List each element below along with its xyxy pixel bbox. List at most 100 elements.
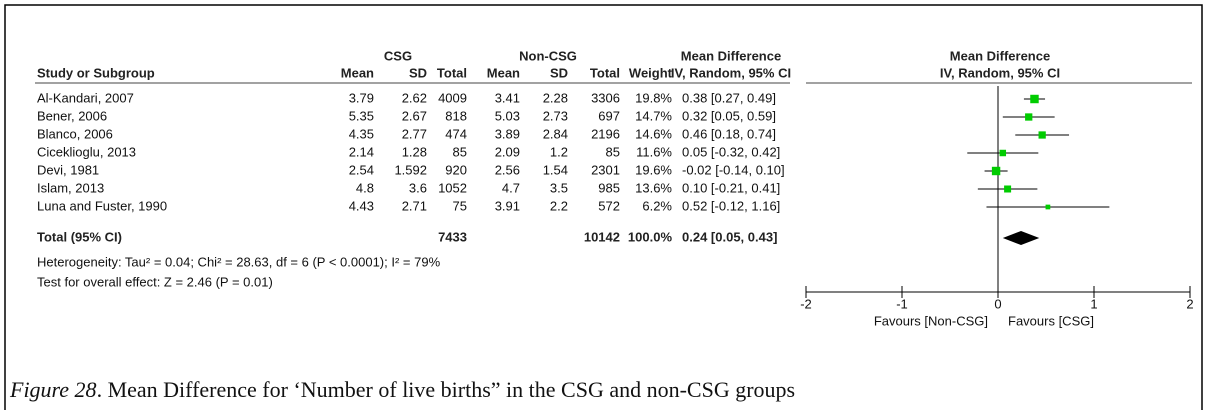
cell: 14.7% (635, 108, 672, 123)
cell: Islam, 2013 (37, 180, 104, 195)
cell: Luna and Fuster, 1990 (37, 198, 167, 213)
cell: 19.6% (635, 162, 672, 177)
ci-label: -0.02 [-0.14, 0.10] (682, 162, 785, 177)
effect-square (1045, 204, 1051, 210)
cell: 13.6% (635, 180, 672, 195)
method-header: IV, Random, 95% CI (940, 65, 1060, 80)
cell: Blanco, 2006 (37, 126, 113, 141)
cell: 3306 (591, 90, 620, 105)
ci-label: 0.52 [-0.12, 1.16] (682, 198, 780, 213)
cell: 1.2 (550, 144, 568, 159)
cell: 572 (598, 198, 620, 213)
column-header: Total (590, 65, 620, 80)
x-tick-label: -2 (800, 296, 812, 311)
cell: 3.5 (550, 180, 568, 195)
heterogeneity: Heterogeneity: Tau² = 0.04; Chi² = 28.63… (37, 254, 441, 269)
cell: 697 (598, 108, 620, 123)
effect-header: Mean Difference (681, 48, 781, 63)
effect-square (991, 166, 1001, 176)
ci-label: 0.38 [0.27, 0.49] (682, 90, 776, 105)
cell: 1.28 (402, 144, 427, 159)
cell: 920 (445, 162, 467, 177)
effect-square (999, 149, 1007, 157)
ci-label: 0.32 [0.05, 0.59] (682, 108, 776, 123)
effect-square (1030, 94, 1039, 104)
cell: 4.8 (356, 180, 374, 195)
cell: 3.89 (495, 126, 520, 141)
total-label: Total (95% CI) (37, 229, 122, 244)
effect-square (1004, 185, 1012, 193)
x-tick-label: 0 (994, 296, 1001, 311)
cell: 19.8% (635, 90, 672, 105)
figure-border (4, 4, 1203, 410)
cell: 6.2% (642, 198, 672, 213)
cell: 85 (453, 144, 467, 159)
ci-label: 0.46 [0.18, 0.74] (682, 126, 776, 141)
favours-left: Favours [Non-CSG] (874, 313, 988, 328)
cell: 4009 (438, 90, 467, 105)
cell: 4.35 (349, 126, 374, 141)
cell: 3.79 (349, 90, 374, 105)
summary-diamond (1002, 231, 1040, 245)
ci-label: 0.05 [-0.32, 0.42] (682, 144, 780, 159)
effect-square (1025, 113, 1033, 121)
cell: 1052 (438, 180, 467, 195)
cell: 2.56 (495, 162, 520, 177)
total-cell: 100.0% (628, 229, 673, 244)
cell: 75 (453, 198, 467, 213)
method-header: IV, Random, 95% CI (671, 65, 791, 80)
column-header: Mean (341, 65, 374, 80)
cell: Ciceklioglu, 2013 (37, 144, 136, 159)
group-header: Non-CSG (519, 48, 577, 63)
effect-header: Mean Difference (950, 48, 1050, 63)
caption: Figure 28. Mean Difference for ‘Number o… (9, 377, 795, 402)
effect-square (1038, 131, 1046, 139)
cell: Devi, 1981 (37, 162, 99, 177)
cell: 14.6% (635, 126, 672, 141)
x-tick-label: -1 (896, 296, 908, 311)
column-header: Total (437, 65, 467, 80)
cell: 818 (445, 108, 467, 123)
cell: 1.592 (394, 162, 427, 177)
cell: 2.09 (495, 144, 520, 159)
cell: 2301 (591, 162, 620, 177)
cell: 2.54 (349, 162, 374, 177)
ci-label: 0.10 [-0.21, 0.41] (682, 180, 780, 195)
x-tick-label: 1 (1090, 296, 1097, 311)
cell: Bener, 2006 (37, 108, 107, 123)
column-header: Study or Subgroup (37, 65, 155, 80)
cell: 3.6 (409, 180, 427, 195)
column-header: Mean (487, 65, 520, 80)
cell: 5.35 (349, 108, 374, 123)
cell: 3.41 (495, 90, 520, 105)
cell: 3.91 (495, 198, 520, 213)
x-tick-label: 2 (1186, 296, 1193, 311)
cell: 1.54 (543, 162, 568, 177)
cell: 474 (445, 126, 467, 141)
cell: 2.2 (550, 198, 568, 213)
cell: 2.28 (543, 90, 568, 105)
cell: 2.71 (402, 198, 427, 213)
group-header: CSG (384, 48, 412, 63)
cell: 4.7 (502, 180, 520, 195)
cell: 2.84 (543, 126, 568, 141)
cell: 5.03 (495, 108, 520, 123)
total-cell: 10142 (584, 229, 620, 244)
cell: 2.67 (402, 108, 427, 123)
cell: 2.73 (543, 108, 568, 123)
column-header: SD (550, 65, 568, 80)
cell: 4.43 (349, 198, 374, 213)
cell: 11.6% (636, 144, 672, 159)
caption-text: . Mean Difference for ‘Number of live bi… (97, 377, 796, 402)
column-header: SD (409, 65, 427, 80)
favours-right: Favours [CSG] (1008, 313, 1094, 328)
cell: Al-Kandari, 2007 (37, 90, 134, 105)
cell: 2196 (591, 126, 620, 141)
cell: 2.62 (402, 90, 427, 105)
total-cell: 7433 (438, 229, 467, 244)
cell: 2.77 (402, 126, 427, 141)
cell: 2.14 (349, 144, 374, 159)
total-ci: 0.24 [0.05, 0.43] (682, 229, 777, 244)
column-header: Weight (629, 65, 673, 80)
